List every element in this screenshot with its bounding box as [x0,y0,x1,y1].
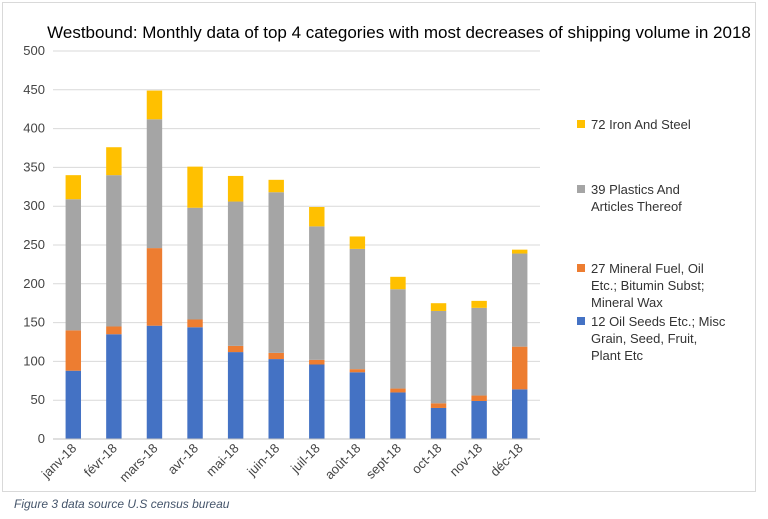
x-tick-label: févr-18 [81,441,120,480]
bar-segment [227,175,244,202]
bar-segment [65,370,82,439]
bar-segment [227,352,244,439]
bar-segment [511,253,528,347]
bar-segment [349,248,366,370]
bar-segment [471,300,487,308]
chart-frame: Westbound: Monthly data of top 4 categor… [2,2,756,492]
bar-segment [187,327,203,439]
bar-segment [471,307,487,396]
bar-segment [511,249,528,254]
figure-caption: Figure 3 data source U.S census bureau [14,497,230,511]
x-tick-label: avr-18 [164,441,201,478]
y-tick-label: 150 [23,315,45,330]
x-tick-label: juin-18 [243,441,282,480]
y-tick-label: 100 [23,353,45,368]
y-tick-label: 400 [23,121,45,136]
bar-segment [187,207,203,320]
x-tick-label: sept-18 [363,441,404,482]
bar-segment [309,359,325,365]
legend-entry: 39 Plastics And Articles Thereof [577,182,682,214]
bar-segment [511,346,528,390]
legend-entry: 72 Iron And Steel [577,117,691,132]
bar-segment [390,388,406,393]
bar-segment [430,407,447,439]
bar-segment [430,310,447,404]
x-tick-label: mars-18 [116,441,160,485]
x-tick-label: mai-18 [203,441,242,480]
legend-swatch [577,264,585,272]
y-axis: 0 50 100 150 200 250 300 350 400 450 500 [23,43,45,446]
gridlines [53,50,540,440]
legend-entry: 12 Oil Seeds Etc.; Misc Grain, Seed, Frui… [577,314,726,363]
bar-segment [106,147,122,176]
legend-swatch [577,120,585,128]
x-tick-label: janv-18 [38,441,79,482]
y-tick-label: 0 [38,431,45,446]
legend-label: 27 Mineral Fuel, Oil Etc.; Bitumin Subst;… [591,261,704,310]
x-tick-label: août-18 [322,441,364,483]
bar-segment [106,334,122,439]
bar-segment [65,199,82,331]
bar-segment [309,226,325,360]
y-tick-label: 250 [23,237,45,252]
bar-segment [106,175,122,327]
bar-segment [511,389,528,439]
y-tick-label: 500 [23,43,45,58]
bar-segment [106,326,122,335]
x-tick-label: oct-18 [409,441,445,477]
legend-label: 39 Plastics And Articles Thereof [591,182,682,214]
bar-segment [146,119,163,249]
bar-segment [146,90,163,120]
bar-segment [309,206,325,227]
x-tick-label: nov-18 [447,441,486,480]
x-tick-label: déc-18 [487,441,526,480]
bars [65,90,528,439]
bar-segment [187,166,203,208]
bar-segment [430,403,447,408]
bar-segment [390,289,406,389]
y-tick-label: 450 [23,82,45,97]
bar-segment [471,395,487,401]
bar-segment [268,192,284,353]
bar-segment [227,201,244,346]
y-tick-label: 350 [23,159,45,174]
stacked-bar-chart: Westbound: Monthly data of top 4 categor… [23,23,751,485]
legend-swatch [577,317,585,325]
x-tick-label: juil-18 [287,441,323,477]
y-tick-label: 300 [23,198,45,213]
legend-label: 72 Iron And Steel [591,117,691,132]
bar-segment [146,248,163,326]
legend-entry: 27 Mineral Fuel, Oil Etc.; Bitumin Subst;… [577,261,704,310]
bar-segment [430,303,447,311]
bar-segment [471,400,487,439]
legend: 72 Iron And Steel 39 Plastics And Articles… [577,117,726,363]
bar-segment [349,369,366,373]
bar-segment [146,325,163,439]
bar-segment [268,179,284,193]
bar-segment [227,345,244,353]
bar-segment [187,319,203,328]
y-tick-label: 200 [23,276,45,291]
legend-label: 12 Oil Seeds Etc.; Misc Grain, Seed, Frui… [591,314,726,363]
bar-segment [349,236,366,249]
bar-segment [65,330,82,371]
y-tick-label: 50 [31,392,45,407]
legend-swatch [577,185,585,193]
bar-segment [390,276,406,290]
bar-segment [268,352,284,360]
bar-segment [390,392,406,439]
bar-segment [309,364,325,439]
bar-segment [65,175,82,200]
bar-segment [349,372,366,439]
bar-segment [268,359,284,439]
chart-title: Westbound: Monthly data of top 4 categor… [47,23,751,42]
